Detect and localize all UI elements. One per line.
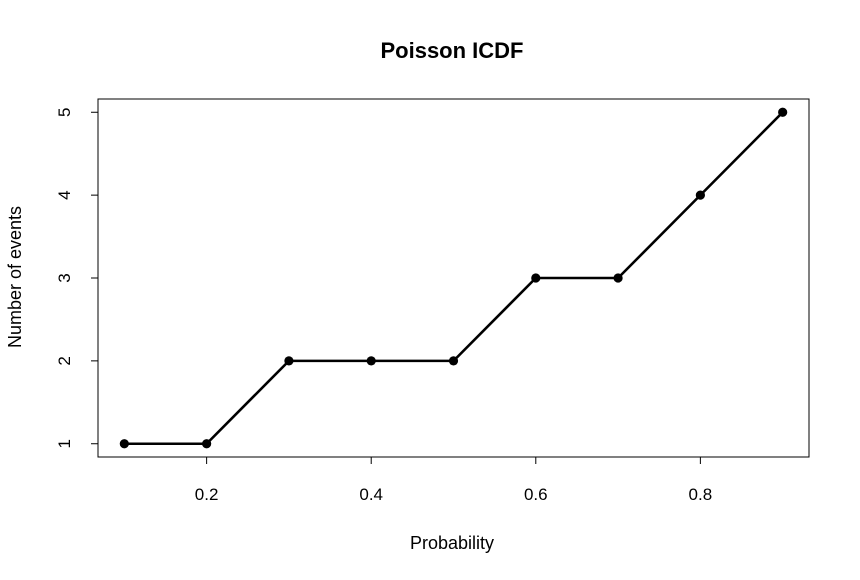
data-point	[613, 273, 623, 283]
x-axis-label: Probability	[410, 533, 494, 553]
y-tick-label: 4	[55, 190, 74, 199]
y-axis: 1 2 3 4 5	[55, 108, 99, 448]
chart-title: Poisson ICDF	[380, 38, 523, 63]
data-point	[366, 356, 376, 366]
x-tick-label: 0.6	[524, 485, 548, 504]
plot-frame	[97, 98, 810, 458]
data-point	[284, 356, 294, 366]
data-point	[695, 190, 705, 200]
data-point	[119, 439, 129, 449]
y-tick-label: 2	[55, 356, 74, 365]
data-series	[119, 107, 788, 449]
x-axis: 0.2 0.4 0.6 0.8	[195, 456, 713, 504]
x-tick-label: 0.2	[195, 485, 219, 504]
y-tick-label: 5	[55, 108, 74, 117]
y-tick-label: 1	[55, 439, 74, 448]
x-tick-label: 0.4	[359, 485, 383, 504]
y-axis-label: Number of events	[5, 206, 25, 348]
data-point	[531, 273, 541, 283]
y-tick-label: 3	[55, 273, 74, 282]
data-point	[778, 107, 788, 117]
x-tick-label: 0.8	[689, 485, 713, 504]
series-line	[124, 111, 784, 446]
data-point	[448, 356, 459, 366]
data-point	[202, 439, 212, 449]
